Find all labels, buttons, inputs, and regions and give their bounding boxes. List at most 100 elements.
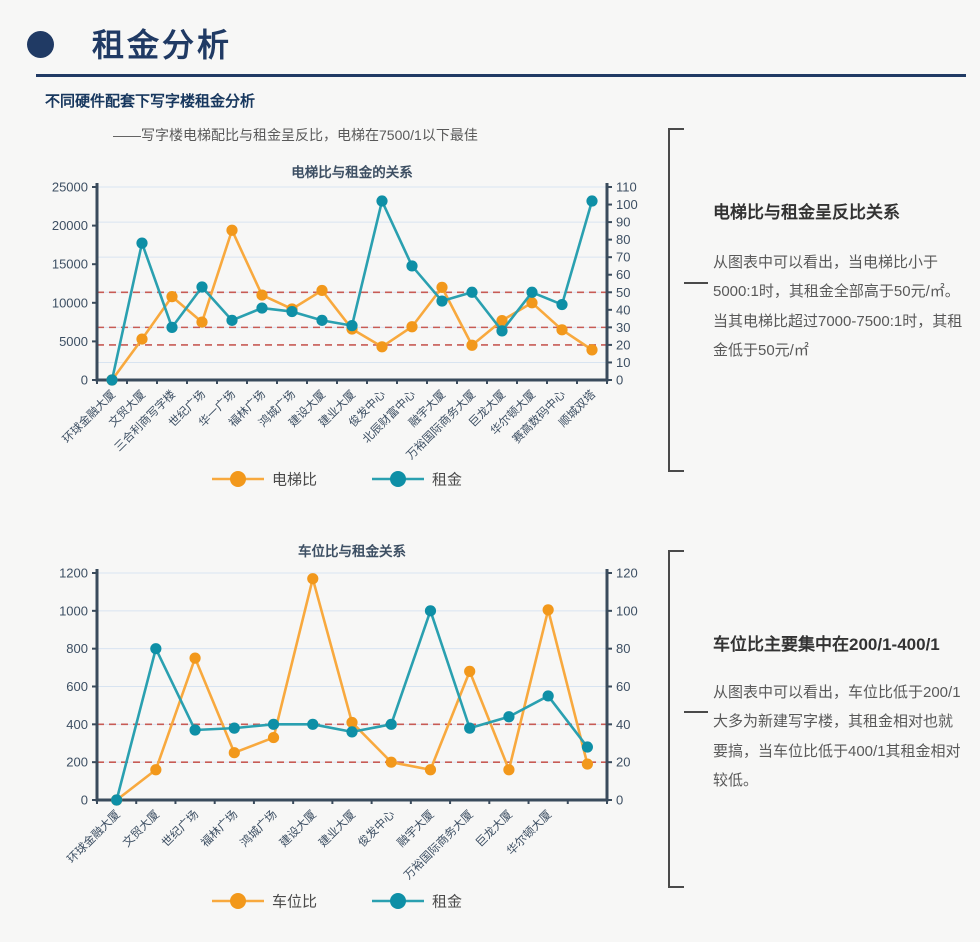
data-point-租金 [586, 195, 598, 207]
data-point-租金 [466, 286, 478, 298]
right-tick-label: 80 [616, 232, 630, 247]
data-point-租金 [346, 320, 358, 332]
left-tick-label: 15000 [52, 257, 88, 272]
data-point-车位比 [385, 756, 397, 768]
left-tick-label: 5000 [59, 334, 88, 349]
right-tick-label: 30 [616, 320, 630, 335]
x-category-label: 俊发中心 [355, 807, 398, 850]
data-point-电梯比 [406, 321, 418, 333]
data-point-租金 [196, 281, 208, 293]
chart-title: 电梯比与租金的关系 [291, 164, 413, 180]
x-category-label: 文贸大厦 [120, 807, 163, 850]
annotation-title-2: 车位比主要集中在200/1-400/1 [713, 635, 940, 654]
data-point-租金 [542, 690, 554, 702]
x-category-label: 环球金融大厦 [64, 807, 123, 866]
data-point-车位比 [542, 604, 554, 616]
right-tick-label: 120 [616, 566, 638, 581]
data-point-租金 [226, 314, 238, 326]
data-point-租金 [556, 298, 568, 311]
data-point-电梯比 [136, 333, 148, 345]
legend-label-车位比: 车位比 [272, 894, 317, 911]
right-tick-label: 80 [616, 641, 630, 656]
data-point-租金 [111, 794, 123, 806]
data-point-租金 [581, 741, 593, 753]
data-point-租金 [424, 605, 437, 617]
parking-rent-chart-svg: 0 200 400 600 800 1000 1200 0 20 40 60 80 100 120 环球金融… [59, 543, 638, 911]
right-tick-label: 0 [616, 793, 623, 808]
data-point-电梯比 [466, 339, 478, 351]
annotation-body-2: 从图表中可以看出，车位比低于200/1大多为新建写字楼，其租金相对也就要搞，当车… [713, 684, 961, 789]
section-heading: 不同硬件配套下写字楼租金分析 [45, 93, 256, 110]
data-point-租金 [150, 643, 162, 655]
x-category-label: 建设大厦 [276, 807, 319, 850]
data-point-车位比 [503, 764, 515, 776]
left-tick-label: 10000 [52, 295, 88, 310]
left-tick-label: 20000 [52, 218, 88, 233]
right-tick-label: 50 [616, 285, 630, 300]
x-category-label: 巨龙大厦 [473, 807, 516, 850]
right-tick-label: 60 [616, 679, 630, 694]
data-point-租金 [267, 718, 280, 730]
data-point-租金 [286, 305, 298, 318]
x-category-label: 世纪广场 [159, 807, 201, 849]
data-point-租金 [256, 302, 268, 314]
data-point-租金 [106, 374, 118, 386]
right-tick-label: 40 [616, 717, 630, 732]
annotation-connector-1 [684, 282, 708, 284]
legend-marker-租金 [390, 893, 406, 909]
left-tick-label: 400 [66, 717, 88, 732]
left-tick-label: 25000 [52, 180, 88, 195]
left-tick-label: 0 [81, 373, 88, 388]
data-point-电梯比 [556, 324, 568, 336]
right-tick-label: 60 [616, 267, 630, 282]
data-point-租金 [166, 321, 178, 333]
x-category-label: 万裕国际商务大厦 [401, 807, 476, 882]
data-point-租金 [228, 722, 240, 734]
left-tick-label: 0 [81, 793, 88, 808]
legend-label-租金: 租金 [432, 472, 462, 489]
right-tick-label: 20 [616, 755, 630, 770]
left-tick-label: 200 [66, 755, 88, 770]
header-bullet-icon [27, 31, 54, 58]
data-point-租金 [136, 237, 148, 249]
left-tick-label: 800 [66, 641, 88, 656]
legend-marker-电梯比 [230, 471, 246, 487]
parking-rent-chart: 0 200 400 600 800 1000 1200 0 20 40 60 80 100 120 环球金融… [30, 543, 685, 921]
left-tick-label: 1200 [59, 566, 88, 581]
data-point-租金 [307, 718, 319, 730]
right-tick-label: 20 [616, 337, 630, 352]
x-category-label: 鸿城广场 [237, 807, 279, 849]
left-tick-label: 600 [66, 679, 88, 694]
right-tick-label: 10 [616, 355, 630, 370]
data-point-电梯比 [256, 289, 268, 301]
right-tick-label: 90 [616, 215, 630, 230]
x-category-label: 环球金融大厦 [59, 387, 118, 446]
data-point-车位比 [267, 731, 280, 744]
series-line-电梯比 [110, 228, 593, 381]
annotation-title-1: 电梯比与租金呈反比关系 [713, 203, 900, 222]
right-tick-label: 0 [616, 373, 623, 388]
data-point-电梯比 [376, 341, 388, 353]
elevator-rent-chart-svg: 0 5000 10000 15000 20000 25000 0 10 20 30 40 50 60 70… [52, 164, 638, 489]
elevator-rent-chart: 0 5000 10000 15000 20000 25000 0 10 20 30 40 50 60 70… [30, 158, 685, 498]
data-point-租金 [316, 314, 328, 326]
data-point-电梯比 [316, 284, 328, 297]
chart-title: 车位比与租金关系 [298, 543, 406, 559]
right-tick-label: 100 [616, 603, 638, 618]
data-point-租金 [376, 195, 388, 207]
x-category-label: 融宇大厦 [394, 807, 437, 850]
series-line-车位比 [115, 577, 589, 802]
data-point-车位比 [307, 573, 319, 585]
page-title: 租金分析 [92, 27, 233, 63]
series-line-租金 [115, 609, 589, 801]
data-point-租金 [464, 722, 476, 734]
legend-marker-车位比 [230, 893, 246, 909]
series-line-租金 [110, 199, 594, 381]
legend-label-电梯比: 电梯比 [272, 472, 317, 489]
legend-label-租金: 租金 [432, 894, 462, 911]
left-tick-label: 1000 [59, 603, 88, 618]
annotation-bracket-2 [668, 550, 685, 888]
annotation-bracket-1 [668, 128, 685, 472]
x-category-label: 福林广场 [198, 807, 240, 849]
right-tick-label: 40 [616, 302, 630, 317]
